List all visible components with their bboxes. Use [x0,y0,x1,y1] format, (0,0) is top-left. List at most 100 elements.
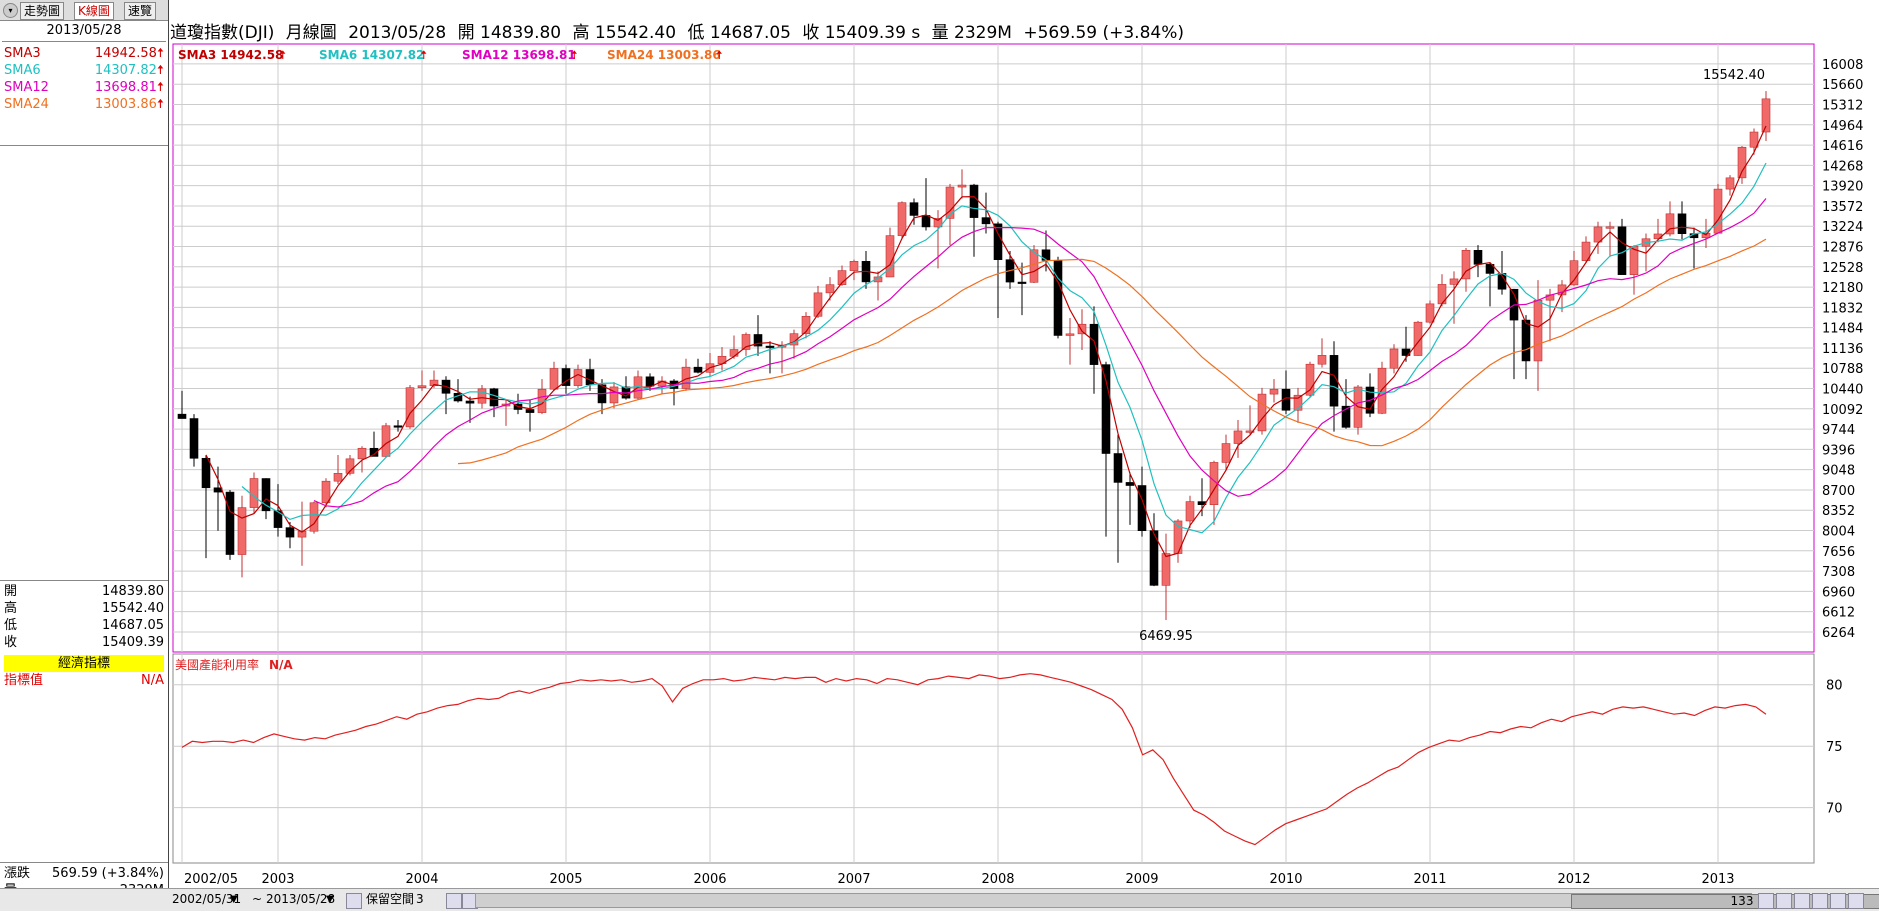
candle [741,334,751,350]
candle [465,400,475,404]
close-row: 收 15409.39 [4,635,164,651]
candle [921,215,931,228]
chevron-down-icon[interactable]: ▼ [326,894,334,905]
candle [1245,430,1255,433]
save-space-label: 保留空間 [366,892,415,906]
period-label: 月線圖 [285,23,337,43]
chevron-down-icon[interactable]: ▼ [230,894,238,905]
zoom-out-icon[interactable] [1794,893,1810,909]
sma6-row: SMA6 14307.82🠅 [4,63,164,79]
settings-icon[interactable] [446,893,462,909]
legend-sma12: SMA12 13698.81 [462,48,576,62]
sma3-value: 14942.58 [94,46,157,61]
y-tick-label: 8004 [1822,525,1855,540]
draw-icon[interactable] [1830,893,1846,909]
high-value: 15542.40 [101,601,164,616]
candle [1389,348,1399,369]
candle [1725,177,1735,190]
candle [285,527,295,538]
y-tick-label: 13224 [1822,220,1863,235]
save-space-value[interactable]: 3 [416,892,424,906]
candle [1761,98,1771,133]
candle [957,184,967,188]
sma-line-sma6 [241,162,1767,534]
legend-sma3: SMA3 14942.58 [178,48,283,62]
candle [1485,264,1495,274]
start-date[interactable]: 2002/05/31 [172,892,242,906]
candle [1101,364,1111,454]
sma12-row: SMA12 13698.81🠅 [4,80,164,96]
title-close: 收 15409.39 s [802,23,921,43]
divider [0,580,168,581]
candle [417,385,427,388]
y-tick-label: 8352 [1822,504,1855,519]
sma-line-sma3 [205,125,1767,558]
candle [1581,241,1591,261]
candle [177,413,187,419]
indicator-y-tick-label: 75 [1826,740,1843,755]
y-tick-label: 12180 [1822,281,1863,296]
candle [1461,250,1471,280]
x-tick-label: 2011 [1413,872,1446,887]
candle [393,425,403,428]
left-info-panel: ▾ 走勢圖 K線圖 速覽 2013/05/28 SMA3 14942.58🠅 SM… [0,0,169,910]
candle [1533,299,1543,362]
title-low: 低 14687.05 [687,23,791,43]
y-tick-label: 10092 [1822,403,1863,418]
chart-title-bar: 道瓊指數(DJI) 月線圖 2013/05/28 開 14839.80 高 15… [170,18,1190,43]
candle [429,379,439,387]
x-tick-label: 2003 [261,872,294,887]
title-volume: 量 2329M [931,23,1012,43]
x-tick-label: 2002/05 [184,872,238,887]
tab-trend[interactable]: 走勢圖 [20,2,65,20]
zoom-in-icon[interactable] [1776,893,1792,909]
y-tick-label: 15312 [1822,99,1863,114]
candle [765,345,775,348]
y-tick-label: 7308 [1822,565,1855,580]
arrow-up-icon: 🠅 [156,97,164,112]
candle [789,333,799,346]
y-tick-label: 9744 [1822,423,1855,438]
end-date[interactable]: 2013/05/28 [266,892,336,906]
y-tick-label: 10788 [1822,362,1863,377]
close-value: 15409.39 [101,635,164,650]
candle [1377,367,1387,414]
chart-type-icon[interactable] [1758,893,1774,909]
candle [405,387,415,428]
y-tick-label: 6612 [1822,606,1855,621]
legend-sma24: SMA24 13003.86 [607,48,721,62]
candle [609,386,619,404]
capacity-utilization-line [181,673,1767,846]
timeline-scrollbar[interactable]: 133 [475,893,1879,909]
sma24-row: SMA24 13003.86🠅 [4,97,164,113]
tab-kline[interactable]: K線圖 [74,2,114,20]
crosshair-icon[interactable] [1812,893,1828,909]
candle [909,202,919,216]
sma6-label: SMA6 [4,63,41,78]
candle [813,292,823,317]
change-value: 569.59 (+3.84%) [52,866,164,881]
candle [729,349,739,357]
candle [1293,394,1303,411]
tab-overview[interactable]: 速覽 [124,2,157,20]
candle [237,507,247,555]
candle [525,409,535,413]
y-tick-label: 14616 [1822,139,1863,154]
legend-sma6: SMA6 14307.82 [319,48,424,62]
bottom-toolbar: 2002/05/31 ▼ ~ 2013/05/28 ▼ 保留空間 3 133 [0,888,1879,911]
candle [369,447,379,457]
menu-dropdown-icon[interactable]: ▾ [3,3,18,18]
candle [1425,303,1435,323]
candle [189,418,199,459]
change-label: 漲跌 [4,866,31,881]
open-value: 14839.80 [101,584,164,599]
low-row: 低 14687.05 [4,618,164,634]
zoom-icon[interactable] [346,893,362,909]
candle [645,376,655,387]
candle [873,276,883,283]
y-tick-label: 9396 [1822,443,1855,458]
index-name: 道瓊指數(DJI) [170,23,275,43]
high-row: 高 15542.40 [4,601,164,617]
print-icon[interactable] [1848,893,1864,909]
candlestick-chart[interactable]: 16008 15660 15312 14964 14616 14268 13920 13572… [170,0,1879,888]
